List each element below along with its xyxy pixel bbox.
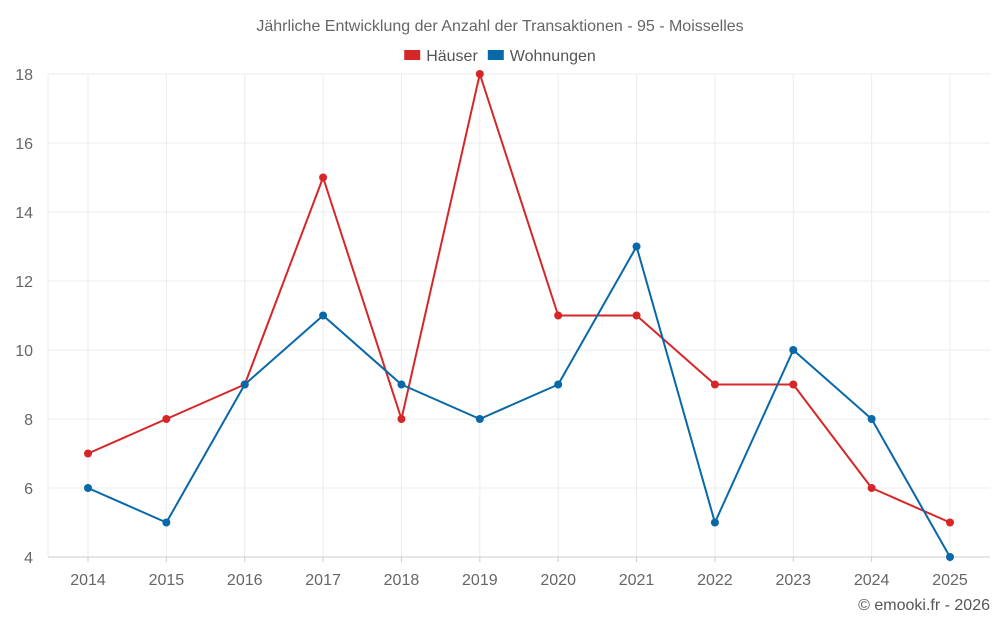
series-line-wohnungen (87, 245, 951, 558)
y-tick-label: 12 (15, 274, 33, 291)
data-point-haeuser[interactable] (84, 449, 92, 458)
data-point-haeuser[interactable] (162, 415, 171, 423)
data-point-haeuser[interactable] (789, 380, 798, 389)
x-tick-label: 2018 (384, 572, 420, 589)
y-tick-label: 6 (24, 481, 33, 498)
series-layer (84, 70, 954, 561)
data-point-wohnungen[interactable] (554, 380, 563, 389)
data-point-haeuser[interactable] (319, 173, 328, 182)
x-tick-label: 2023 (775, 572, 811, 589)
x-tick-label: 2014 (70, 572, 106, 589)
data-point-haeuser[interactable] (946, 518, 954, 527)
x-tick-label: 2025 (932, 572, 968, 589)
data-point-haeuser[interactable] (554, 311, 563, 320)
y-tick-label: 18 (15, 67, 33, 84)
data-point-wohnungen[interactable] (710, 518, 719, 527)
data-point-haeuser[interactable] (475, 70, 484, 78)
axes: 4 6 8 10 12 14 16 18 2014 2015 2016 2017 2018 2019 202… (15, 67, 990, 589)
x-tick-label: 2017 (305, 572, 341, 589)
y-tick-label: 16 (15, 136, 33, 153)
y-tick-label: 8 (24, 412, 33, 429)
legend: Häuser Wohnungen (404, 48, 596, 65)
data-point-wohnungen[interactable] (162, 518, 171, 527)
y-tick-label: 10 (15, 343, 33, 360)
legend-label-wohnungen[interactable]: Wohnungen (510, 48, 596, 65)
x-tick-label: 2024 (854, 572, 890, 589)
x-tick-label: 2020 (540, 572, 576, 589)
x-tick-label: 2022 (697, 572, 733, 589)
x-tick-label: 2021 (619, 572, 655, 589)
data-point-haeuser[interactable] (397, 415, 406, 423)
data-point-wohnungen[interactable] (319, 311, 328, 320)
x-tick-label: 2019 (462, 572, 498, 589)
copyright-credit: © emooki.fr - 2026 (858, 597, 990, 614)
data-point-wohnungen[interactable] (946, 553, 954, 561)
legend-swatch-wohnungen[interactable] (487, 50, 504, 60)
grid (47, 73, 990, 557)
data-point-wohnungen[interactable] (240, 380, 249, 389)
data-point-haeuser[interactable] (632, 311, 641, 320)
x-tick-label: 2015 (149, 572, 185, 589)
y-tick-label: 14 (15, 205, 33, 222)
series-haeuser (84, 70, 954, 527)
y-tick-label: 4 (24, 550, 33, 567)
data-point-haeuser[interactable] (710, 380, 719, 389)
chart-title: Jährliche Entwicklung der Anzahl der Tra… (256, 18, 743, 35)
data-point-wohnungen[interactable] (397, 380, 406, 389)
legend-label-haeuser[interactable]: Häuser (426, 48, 478, 65)
series-line-haeuser (87, 73, 951, 524)
x-tick-label: 2016 (227, 572, 263, 589)
data-point-wohnungen[interactable] (475, 415, 484, 423)
data-point-haeuser[interactable] (867, 484, 876, 492)
legend-swatch-haeuser[interactable] (404, 50, 421, 60)
data-point-wohnungen[interactable] (789, 346, 798, 354)
series-wohnungen (84, 242, 954, 561)
data-point-wohnungen[interactable] (867, 415, 876, 423)
data-point-wohnungen[interactable] (632, 242, 641, 251)
data-point-wohnungen[interactable] (84, 484, 92, 492)
